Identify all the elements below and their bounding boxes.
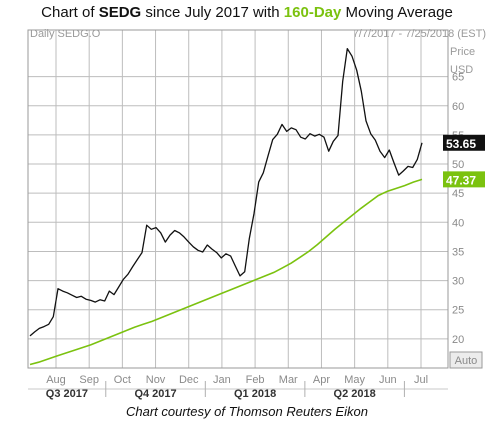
y-tick-label: 40 [452,217,464,229]
y-axis-unit: USD [450,64,473,76]
last-ma-label: 47.37 [446,173,476,187]
moving-average-line [29,178,423,366]
series-label: Daily SEDG.O [30,28,101,40]
date-range-label: 7/7/2017 - 7/25/2018 (EST) [353,28,486,40]
x-tick-label: Feb [246,374,265,386]
x-tick-label: Apr [313,374,330,386]
auto-scale-label: Auto [455,355,478,367]
y-axis-title: Price [450,46,475,58]
x-tick-label: Jul [414,374,428,386]
quarter-label: Q4 2017 [134,388,176,400]
y-tick-label: 25 [452,305,464,317]
last-price-label: 53.65 [446,137,476,151]
chart-credit: Chart courtesy of Thomson Reuters Eikon [125,404,369,419]
chart-title: Chart of SEDG since July 2017 with 160-D… [41,4,453,21]
value-markers: 53.65 47.37 [443,134,485,188]
x-tick-label: Nov [146,374,166,386]
y-tick-label: 65 [452,72,464,84]
y-tick-label: 35 [452,246,464,258]
grid [28,30,448,368]
y-tick-label: 50 [452,159,464,171]
plot-area [29,47,423,366]
x-tick-label: Sep [79,374,99,386]
y-tick-label: 45 [452,188,464,200]
x-tick-label: Jun [379,374,397,386]
y-tick-label: 30 [452,276,464,288]
x-tick-label: Aug [46,374,66,386]
x-tick-label: May [344,374,365,386]
y-tick-label: 60 [452,101,464,113]
x-tick-label: Jan [213,374,231,386]
price-series-line [29,47,423,337]
last-ma-box [443,171,485,188]
plot-frame [27,29,449,369]
y-axis: 20253035404550556065 [452,72,464,346]
quarter-label: Q1 2018 [234,388,276,400]
quarter-label: Q3 2017 [46,388,88,400]
x-tick-label: Dec [179,374,199,386]
y-tick-label: 20 [452,334,464,346]
quarter-label: Q2 2018 [334,388,376,400]
x-tick-label: Mar [279,374,298,386]
x-axis: Aug Sep Oct Nov Dec Jan Feb Mar Apr May Jun Jul Q3 2… [28,374,448,400]
auto-scale-button[interactable]: Auto [449,351,483,369]
last-price-box [443,134,485,151]
x-tick-label: Oct [114,374,131,386]
